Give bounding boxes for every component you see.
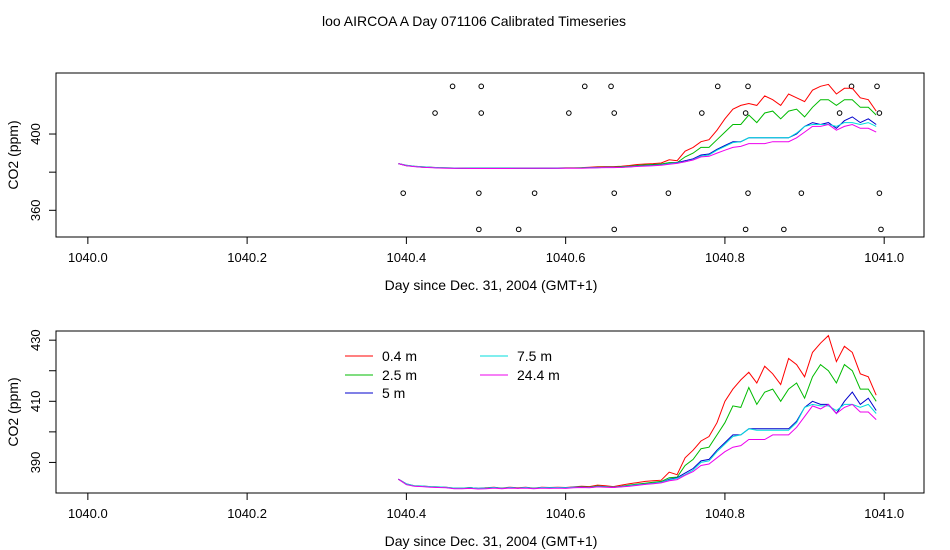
marker-point <box>478 83 485 90</box>
marker-point <box>714 83 721 90</box>
x-tick-label: 1040.8 <box>705 250 745 265</box>
marker-point <box>745 190 751 196</box>
marker-point <box>742 110 749 116</box>
y-ticks: 390 410 430 <box>28 329 56 473</box>
legend-label-2-5-m: 2.5 m <box>382 367 417 383</box>
marker-point <box>876 190 883 196</box>
series-line-2-5-m <box>398 99 877 169</box>
x-tick-label: 1040.4 <box>387 250 427 265</box>
y-tick-label: 430 <box>28 329 43 351</box>
marker-point <box>566 110 572 116</box>
legend-label-24-4-m: 24.4 m <box>517 367 560 383</box>
series-line-24-4-m <box>398 403 877 490</box>
marker-point <box>798 190 805 196</box>
marker-point <box>876 110 883 116</box>
markers <box>400 83 884 233</box>
marker-point <box>611 226 618 233</box>
series-line-5-m <box>398 116 877 169</box>
x-tick-label: 1040.6 <box>546 250 586 265</box>
x-tick-label: 1040.2 <box>227 250 267 265</box>
legend-label-5-m: 5 m <box>382 385 405 401</box>
marker-point <box>781 226 787 233</box>
x-tick-label: 1040.8 <box>705 506 745 521</box>
y-tick-label: 400 <box>28 123 43 145</box>
plot-bottom: 1040.0 1040.2 1040.4 1040.6 1040.8 1041.0 390… <box>5 329 925 549</box>
x-axis-label: Day since Dec. 31, 2004 (GMT+1) <box>385 533 598 549</box>
series-lines <box>398 83 877 169</box>
marker-point <box>531 190 538 196</box>
y-axis-label: CO2 (ppm) <box>5 120 21 189</box>
x-ticks: 1040.0 1040.2 1040.4 1040.6 1040.8 1041.0 <box>68 237 904 265</box>
legend: 0.4 m 2.5 m 5 m 7.5 m 24.4 m <box>345 348 560 401</box>
marker-point <box>611 190 618 196</box>
x-ticks: 1040.0 1040.2 1040.4 1040.6 1040.8 1041.0 <box>68 493 904 521</box>
page-title: loo AIRCOA A Day 071106 Calibrated Times… <box>322 13 626 29</box>
marker-point <box>581 83 588 90</box>
y-tick-label: 390 <box>28 452 43 474</box>
marker-point <box>745 83 751 90</box>
plot-frame <box>55 330 925 494</box>
y-axis-label: CO2 (ppm) <box>5 377 21 446</box>
y-tick-label: 410 <box>28 390 43 412</box>
marker-point <box>400 190 407 196</box>
x-tick-label: 1040.0 <box>68 506 108 521</box>
marker-point <box>608 83 614 90</box>
x-tick-label: 1040.6 <box>546 506 586 521</box>
marker-point <box>874 83 880 90</box>
series-line-2-5-m <box>398 363 877 489</box>
marker-point <box>665 190 672 196</box>
plot-frame <box>55 72 925 238</box>
x-tick-label: 1040.0 <box>68 250 108 265</box>
marker-point <box>515 226 522 233</box>
marker-point <box>836 110 843 116</box>
x-tick-label: 1040.2 <box>227 506 267 521</box>
legend-label-7-5-m: 7.5 m <box>517 348 552 364</box>
series-lines <box>398 334 877 490</box>
x-tick-label: 1040.4 <box>387 506 427 521</box>
marker-point <box>449 83 456 90</box>
series-line-7-5-m <box>398 122 877 169</box>
marker-point <box>476 226 482 233</box>
series-line-7-5-m <box>398 403 877 489</box>
marker-point <box>878 226 884 233</box>
marker-point <box>742 226 749 233</box>
series-line-0-4-m <box>398 334 877 490</box>
marker-point <box>478 110 485 116</box>
series-line-24-4-m <box>398 123 877 169</box>
series-line-5-m <box>398 391 877 489</box>
legend-label-0-4-m: 0.4 m <box>382 348 417 364</box>
marker-point <box>432 110 438 116</box>
x-axis-label: Day since Dec. 31, 2004 (GMT+1) <box>385 277 598 293</box>
x-tick-label: 1041.0 <box>864 506 904 521</box>
y-tick-label: 360 <box>28 199 43 221</box>
marker-point <box>476 190 482 196</box>
plot-top: 1040.0 1040.2 1040.4 1040.6 1040.8 1041.0 360… <box>5 72 925 293</box>
x-tick-label: 1041.0 <box>864 250 904 265</box>
y-ticks: 360 400 <box>28 123 56 221</box>
marker-point <box>611 110 618 116</box>
marker-point <box>699 110 705 116</box>
